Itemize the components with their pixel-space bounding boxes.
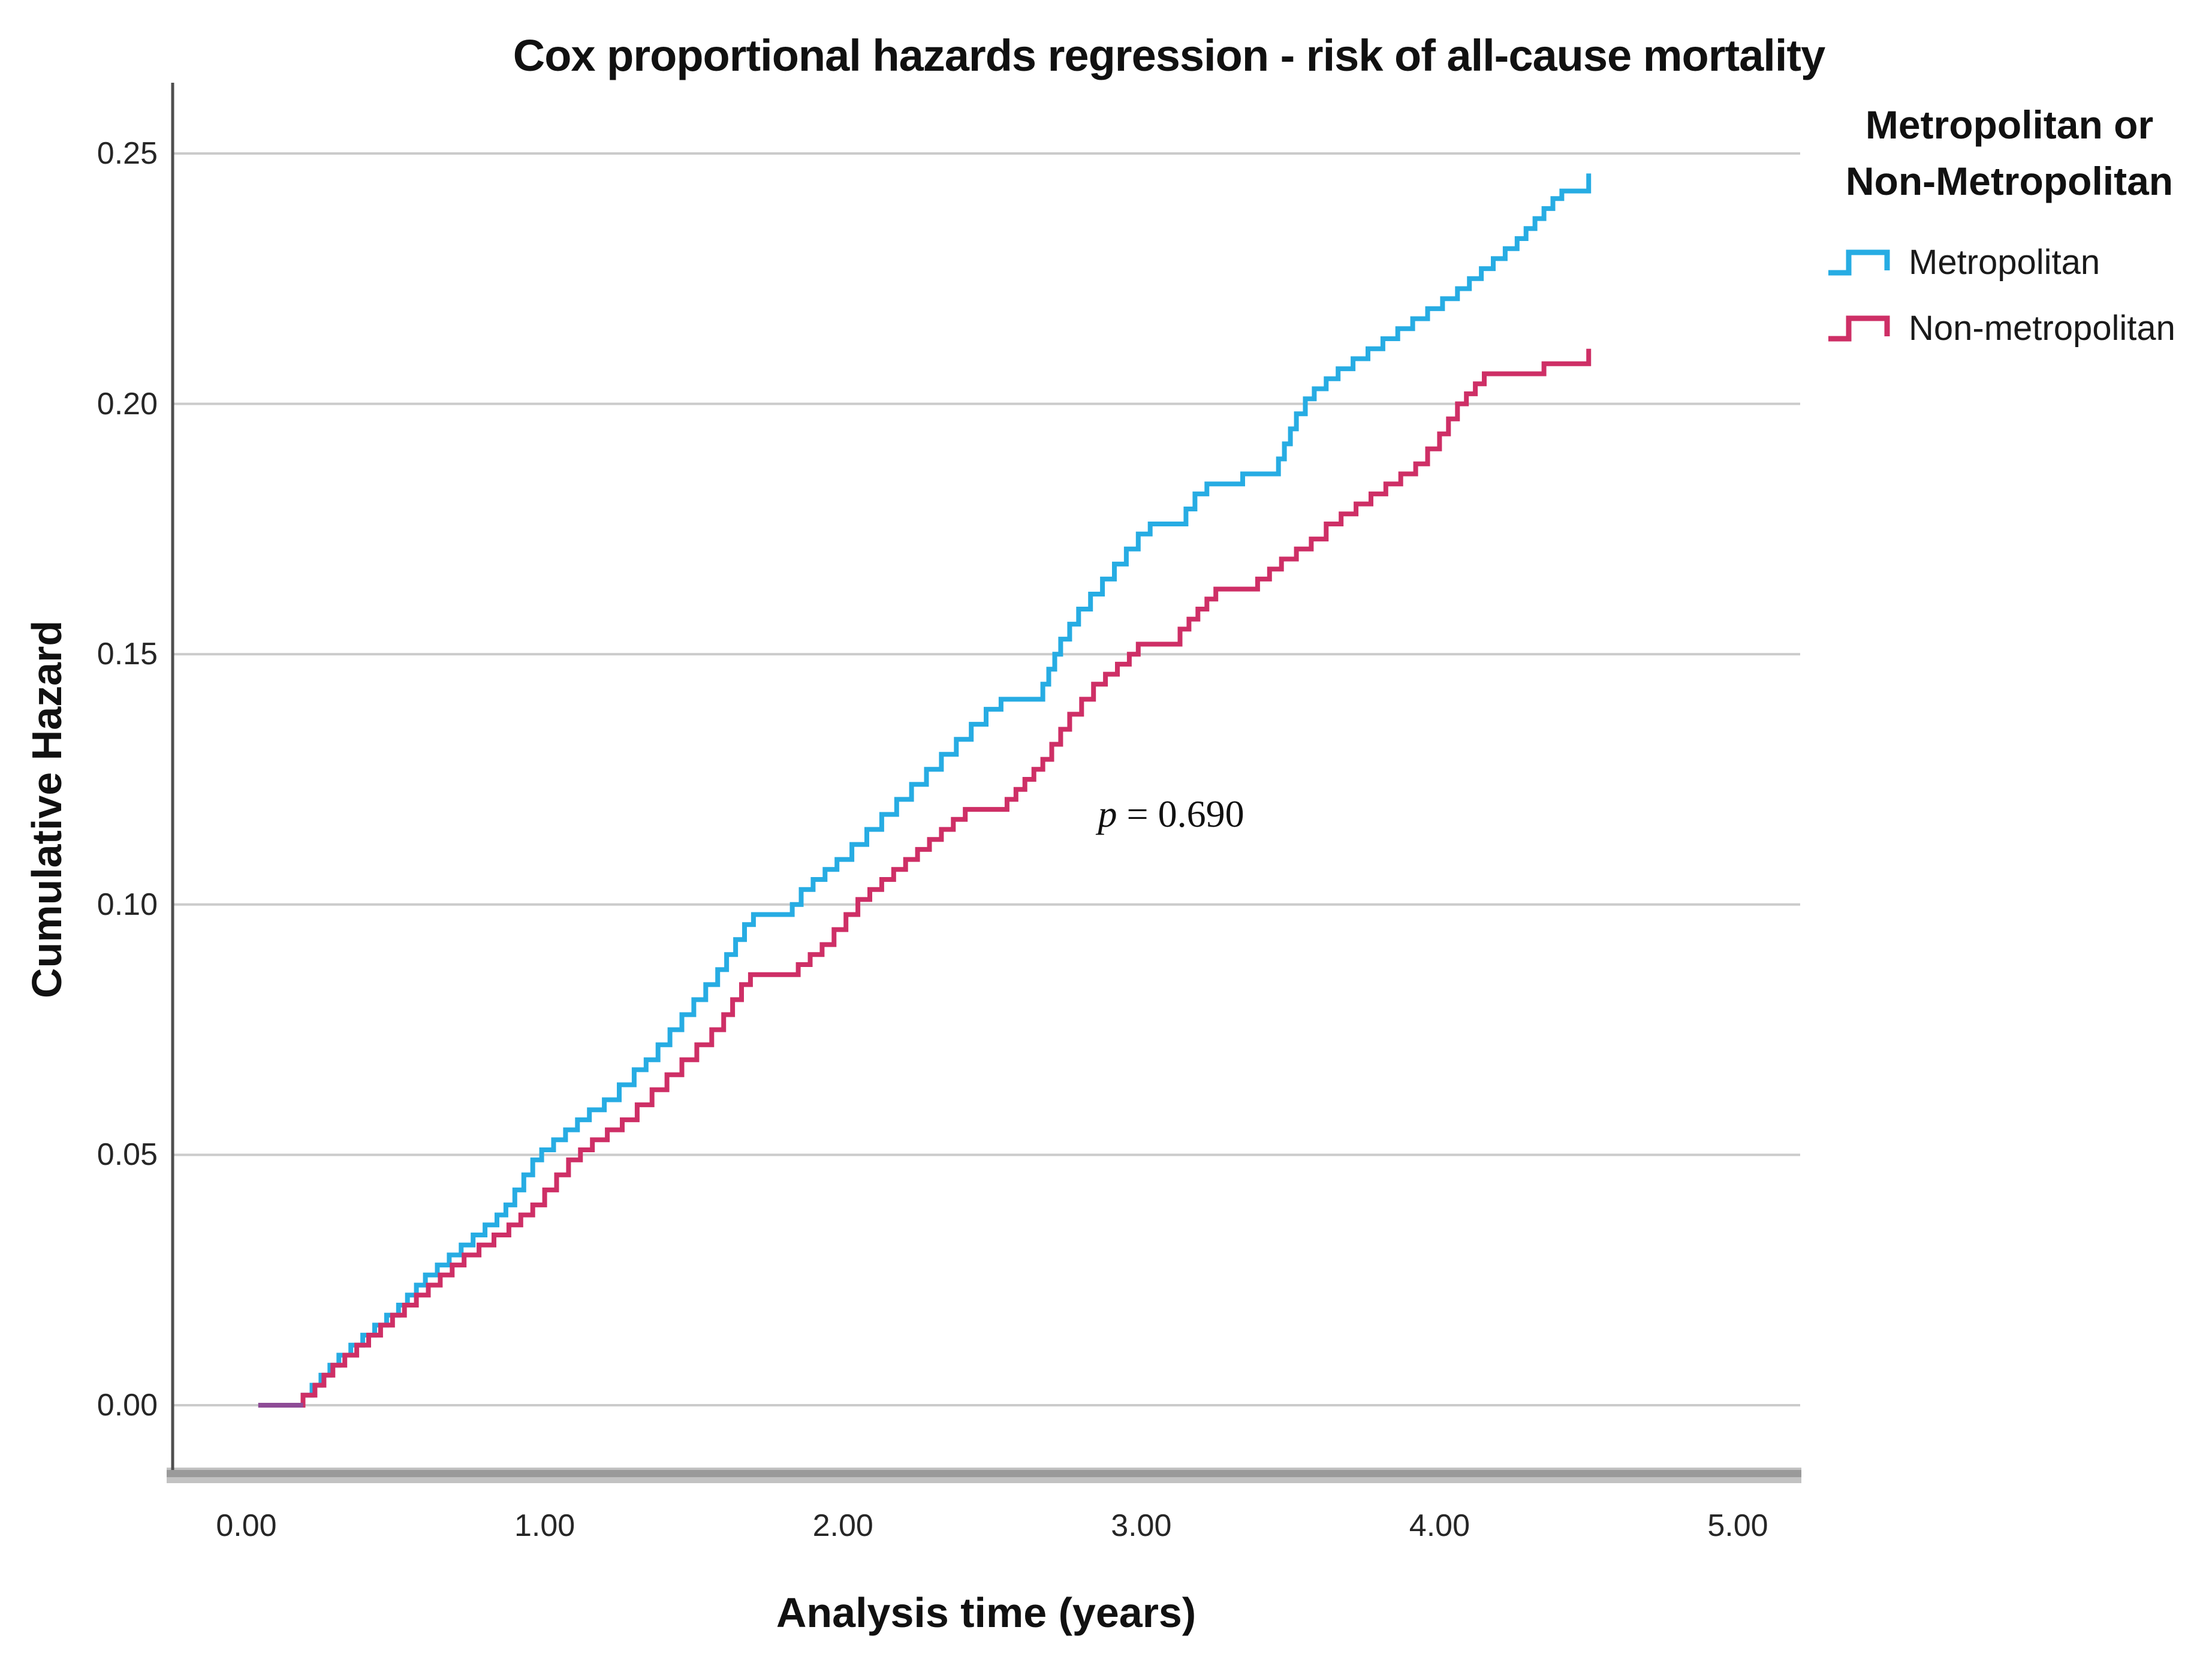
- y-tick-label-0.25: 0.25: [97, 136, 158, 171]
- legend: Metropolitan or Non-Metropolitan Metropo…: [1809, 97, 2210, 372]
- x-axis-bar-core: [167, 1470, 1801, 1477]
- chart-title: Cox proportional hazards regression - ri…: [513, 31, 1825, 80]
- p-value-text: = 0.690: [1117, 793, 1244, 836]
- non-metropolitan-step-line-icon: [1828, 315, 1890, 342]
- legend-entry-non-metropolitan: Non-metropolitan: [1809, 306, 2210, 350]
- legend-title-line2: Non-Metropolitan: [1845, 158, 2174, 203]
- x-tick-label-1.00: 1.00: [514, 1508, 575, 1543]
- y-tick-label-0.00: 0.00: [97, 1388, 158, 1423]
- x-tick-label-3.00: 3.00: [1111, 1508, 1172, 1543]
- x-axis-title: Analysis time (years): [776, 1589, 1197, 1636]
- p-value-annotation: p = 0.690: [1098, 792, 1244, 836]
- y-tick-label-0.15: 0.15: [97, 637, 158, 672]
- non-metropolitan-curve: [258, 348, 1592, 1408]
- legend-entries: Metropolitan Non-metropolitan: [1809, 240, 2210, 350]
- legend-label-metropolitan: Metropolitan: [1909, 242, 2101, 282]
- x-tick-label-2.00: 2.00: [812, 1508, 873, 1543]
- legend-label-non-metropolitan: Non-metropolitan: [1909, 308, 2175, 348]
- metropolitan-curve: [258, 173, 1592, 1408]
- y-tick-label-0.10: 0.10: [97, 887, 158, 922]
- legend-title: Metropolitan or Non-Metropolitan: [1809, 97, 2210, 209]
- p-symbol: p: [1098, 793, 1117, 836]
- metropolitan-step-line-icon: [1828, 249, 1890, 276]
- y-tick-label-0.05: 0.05: [97, 1137, 158, 1173]
- legend-title-line1: Metropolitan or: [1865, 103, 2154, 147]
- x-tick-label-0.00: 0.00: [216, 1508, 277, 1543]
- x-tick-label-5.00: 5.00: [1707, 1508, 1768, 1543]
- legend-entry-metropolitan: Metropolitan: [1809, 240, 2210, 284]
- y-tick-label-0.20: 0.20: [97, 386, 158, 421]
- x-tick-label-4.00: 4.00: [1409, 1508, 1470, 1543]
